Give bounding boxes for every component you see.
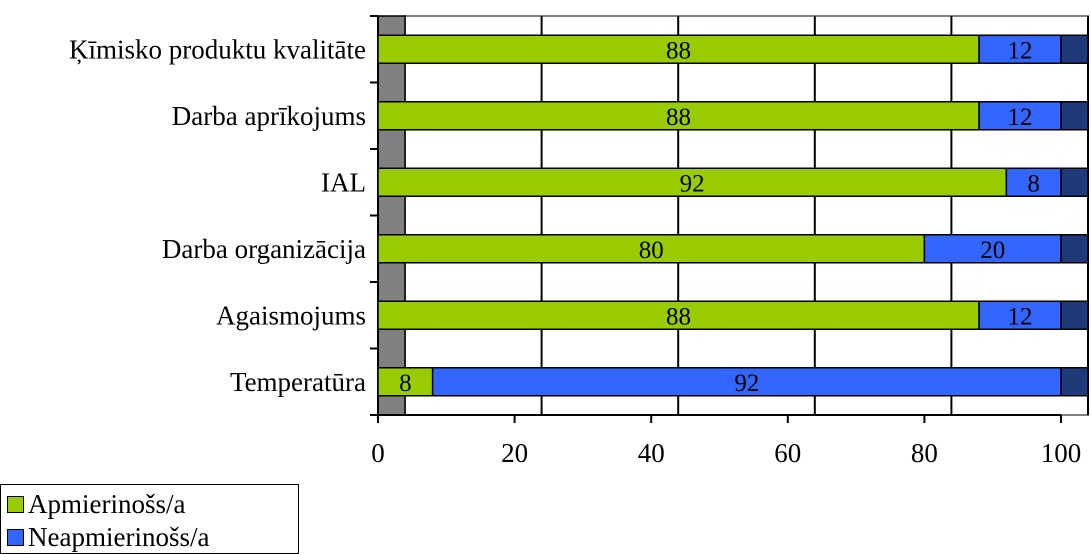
bar-neapmierinoss-a-darba-organizacija	[923, 234, 1062, 264]
x-tick-label-100: 100	[1041, 438, 1082, 468]
bar-apmierinoss-a-darba-aprikojums	[377, 101, 980, 131]
category-label-darba-organizacija: Darba organizācija	[162, 234, 366, 264]
data-label-neapmierinoss-a-ial: 8	[1027, 170, 1040, 197]
data-label-neapmierinoss-a-kimisko-produktu-kvalitate: 12	[1008, 37, 1033, 64]
bar-neapmierinoss-a-agaismojums	[978, 300, 1062, 330]
category-label-ial: IAL	[321, 167, 366, 197]
x-tick-label-60: 60	[774, 438, 801, 468]
legend-swatch-apmierinoss	[7, 495, 24, 513]
bar-apmierinoss-a-kimisko-produktu-kvalitate	[377, 34, 980, 64]
bar-depth-ial	[1060, 167, 1089, 197]
data-label-apmierinoss-a-darba-aprikojums: 88	[666, 104, 691, 131]
bar-depth-darba-aprikojums	[1060, 101, 1089, 131]
category-label-agaismojums: Agaismojums	[216, 300, 366, 330]
data-label-apmierinoss-a-ial: 92	[680, 170, 705, 197]
plot-area	[404, 15, 1089, 416]
side-wall	[377, 15, 406, 416]
legend-label-neapmierinoss: Neapmierinošs/a	[28, 522, 210, 552]
legend-item-apmierinoss: Apmierinošs/a	[7, 488, 185, 520]
legend-label-apmierinoss: Apmierinošs/a	[28, 489, 186, 519]
data-label-neapmierinoss-a-temperatura: 92	[734, 370, 759, 397]
x-tick-label-80: 80	[911, 438, 938, 468]
legend: Apmierinošs/a Neapmierinošs/a	[0, 484, 299, 554]
bar-depth-kimisko-produktu-kvalitate	[1060, 34, 1089, 64]
data-label-neapmierinoss-a-darba-aprikojums: 12	[1008, 104, 1033, 131]
data-label-neapmierinoss-a-darba-organizacija: 20	[980, 237, 1005, 264]
category-label-temperatura: Temperatūra	[230, 367, 366, 397]
x-tick-label-40: 40	[638, 438, 665, 468]
data-label-apmierinoss-a-kimisko-produktu-kvalitate: 88	[666, 37, 691, 64]
bar-depth-temperatura	[1060, 367, 1089, 397]
data-label-apmierinoss-a-darba-organizacija: 80	[639, 237, 664, 264]
data-label-apmierinoss-a-agaismojums: 88	[666, 303, 691, 330]
legend-swatch-neapmierinoss	[7, 528, 24, 546]
bar-depth-darba-organizacija	[1060, 234, 1089, 264]
data-label-neapmierinoss-a-agaismojums: 12	[1008, 303, 1033, 330]
category-label-darba-aprikojums: Darba aprīkojums	[172, 101, 366, 131]
category-label-kimisko-produktu-kvalitate: Ķīmisko produktu kvalitāte	[69, 34, 366, 64]
x-tick-label-20: 20	[501, 438, 528, 468]
bar-neapmierinoss-a-kimisko-produktu-kvalitate	[978, 34, 1062, 64]
x-tick-label-0: 0	[371, 438, 385, 468]
data-label-apmierinoss-a-temperatura: 8	[399, 370, 412, 397]
legend-item-neapmierinoss: Neapmierinošs/a	[7, 521, 209, 553]
bar-depth-agaismojums	[1060, 300, 1089, 330]
bar-apmierinoss-a-temperatura	[377, 367, 434, 397]
